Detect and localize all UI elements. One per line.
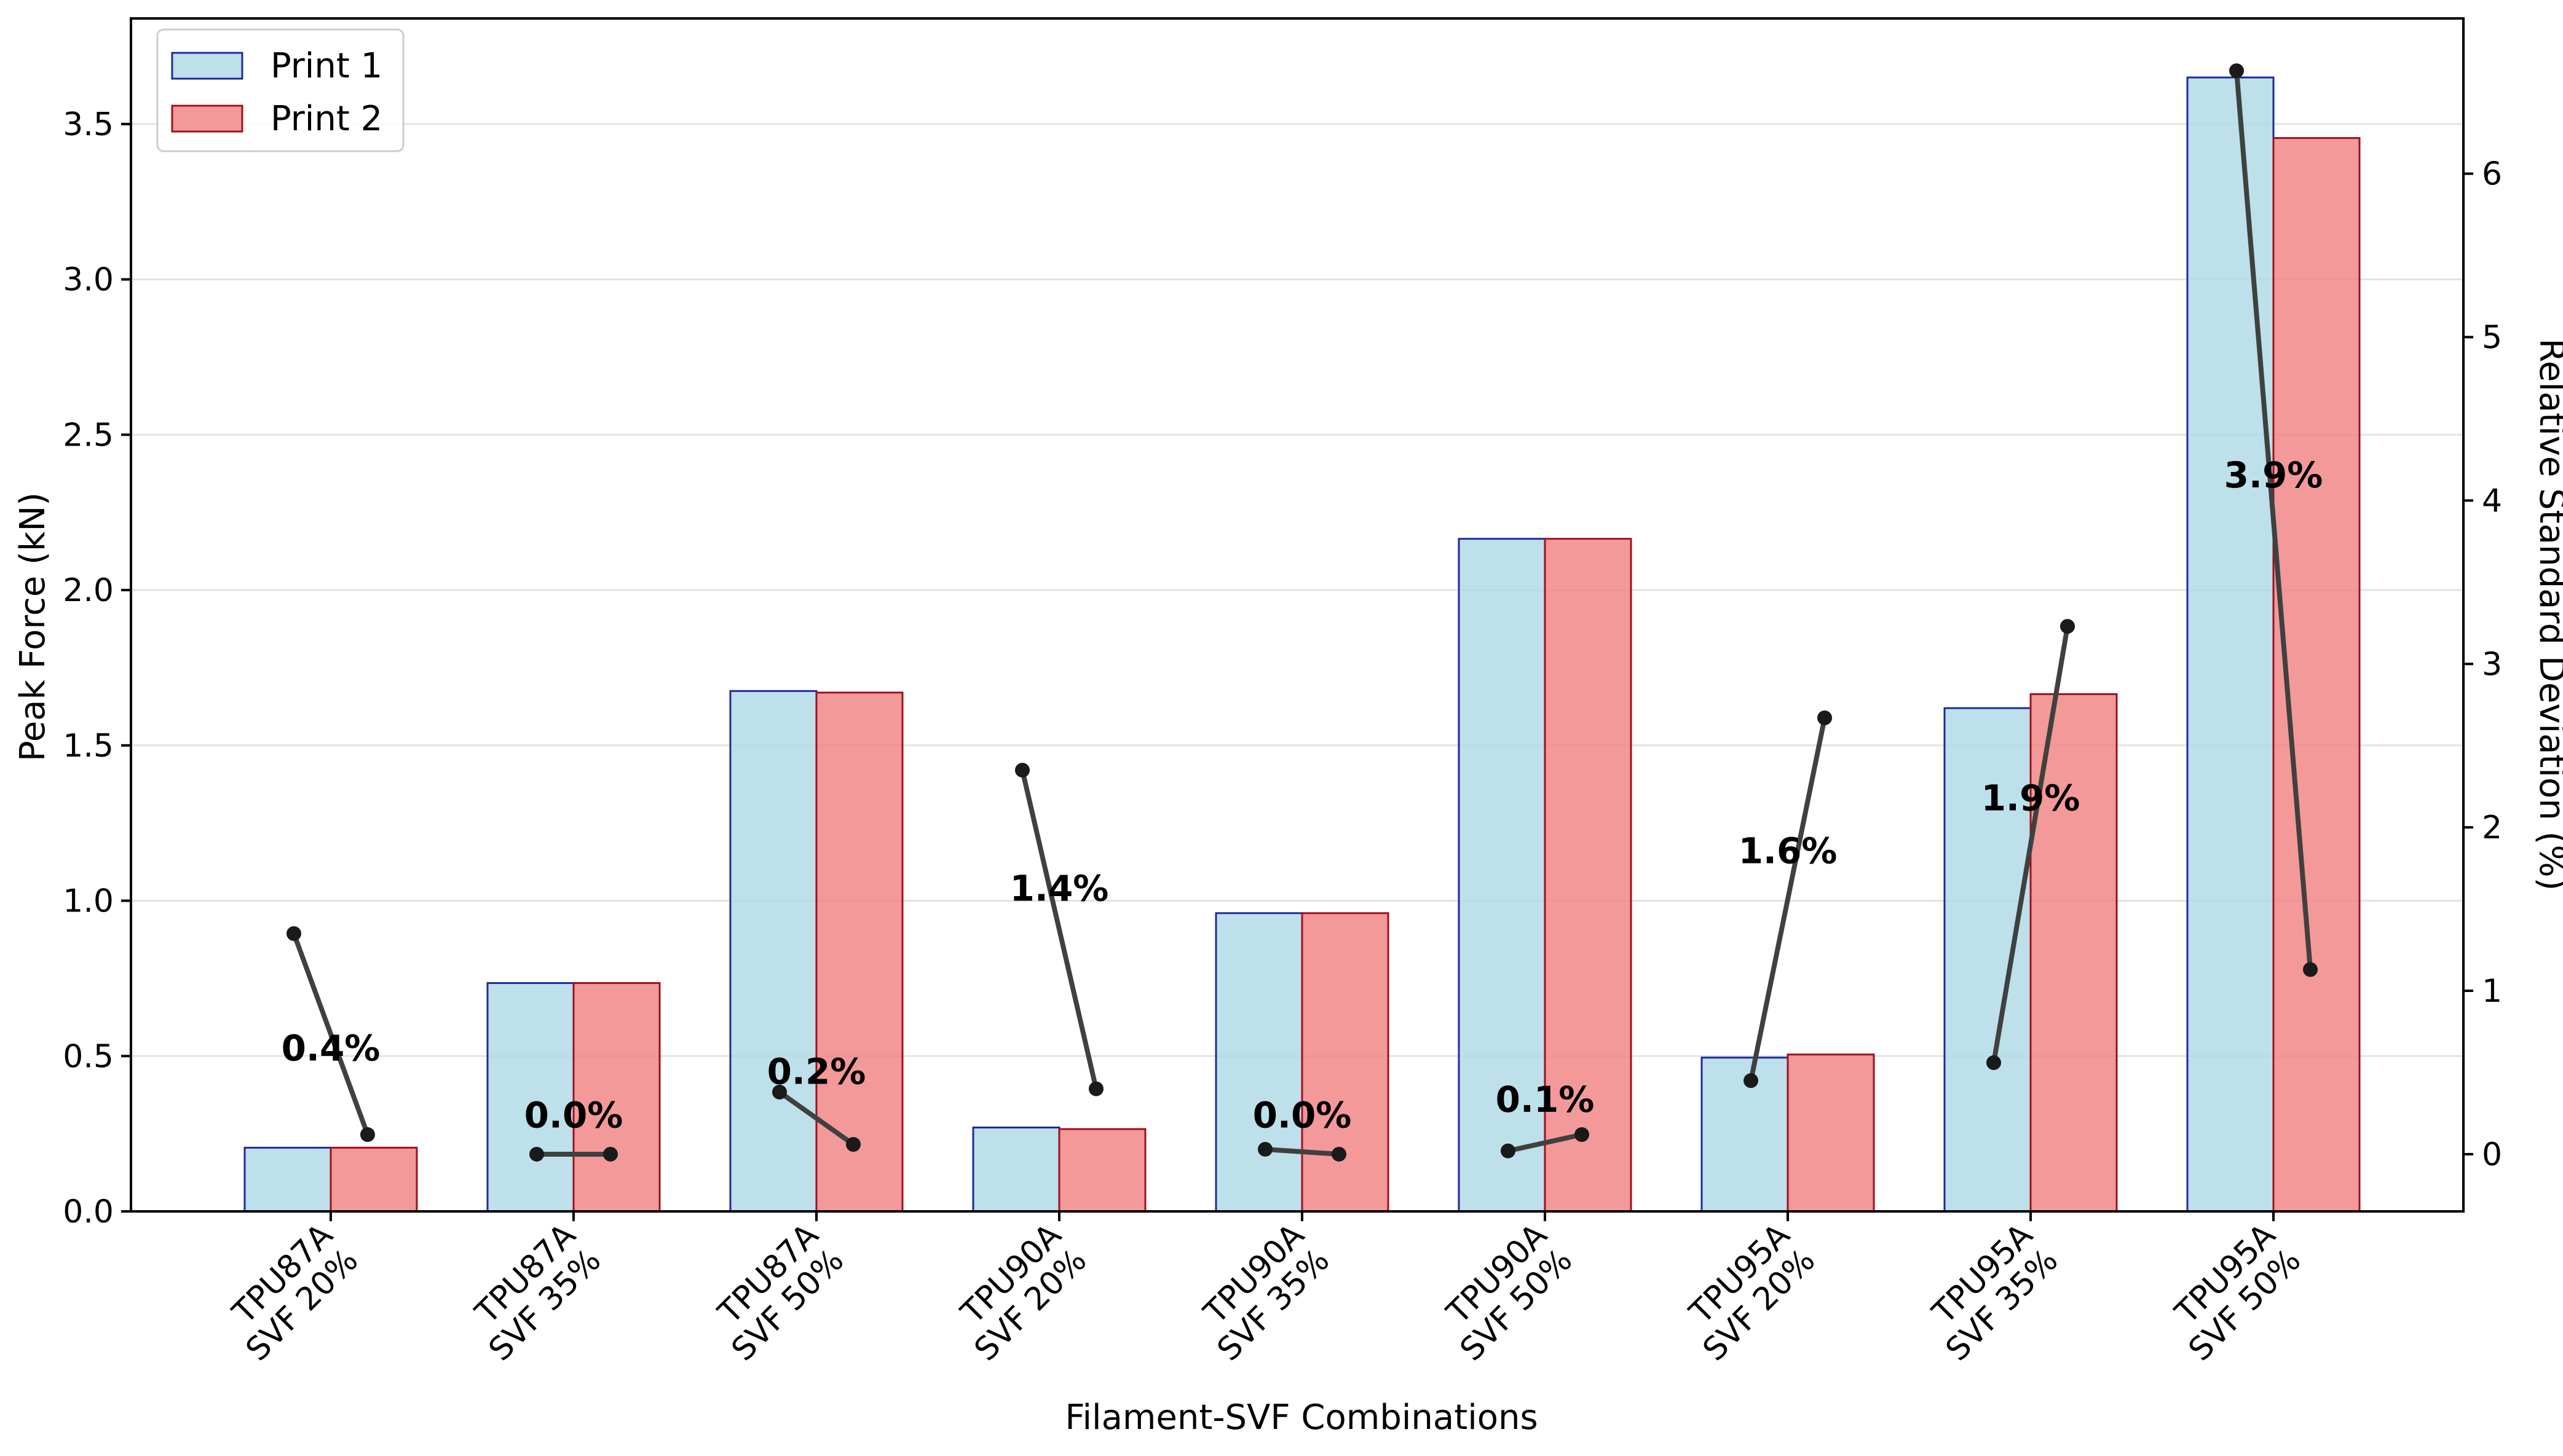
y2-axis-title: Relative Standard Deviation (%) xyxy=(2532,339,2563,891)
legend-swatch-print-1 xyxy=(171,52,243,80)
y2-tick-label: 4 xyxy=(2482,482,2502,519)
rsd-marker xyxy=(1986,1055,2001,1071)
bar-print-2 xyxy=(1787,1053,1875,1213)
bar-print-2 xyxy=(330,1146,418,1213)
bar-print-2 xyxy=(1058,1128,1147,1213)
rsd-label: 1.6% xyxy=(1739,830,1838,872)
rsd-line xyxy=(1265,1146,1340,1157)
rsd-label: 1.4% xyxy=(1010,867,1109,909)
bar-print-1 xyxy=(972,1127,1060,1213)
rsd-marker xyxy=(1574,1127,1589,1143)
legend-label-print-1: Print 1 xyxy=(271,46,382,86)
bar-print-1 xyxy=(2186,76,2275,1213)
y2-tick-label: 6 xyxy=(2482,156,2502,193)
bar-print-2 xyxy=(815,691,904,1213)
y2-tick-label: 1 xyxy=(2482,973,2502,1010)
rsd-label: 1.9% xyxy=(1981,777,2080,819)
rsd-marker xyxy=(360,1127,375,1143)
y-tick-label: 1.0 xyxy=(63,883,114,920)
rsd-line xyxy=(1507,1132,1582,1154)
rsd-line xyxy=(778,1090,855,1147)
bar-print-2 xyxy=(1301,912,1389,1213)
rsd-marker xyxy=(529,1146,544,1162)
rsd-marker xyxy=(1332,1146,1346,1162)
y-tick-label: 3.5 xyxy=(63,106,114,143)
rsd-marker xyxy=(603,1146,618,1162)
rsd-line xyxy=(1748,717,1827,1082)
rsd-line xyxy=(291,932,370,1136)
y-axis-title: Peak Force (kN) xyxy=(13,492,53,761)
y-tick-label: 2.5 xyxy=(63,417,114,454)
rsd-marker xyxy=(1089,1081,1104,1096)
rsd-marker xyxy=(1817,710,1832,726)
y2-tick-label: 5 xyxy=(2482,319,2502,356)
rsd-marker xyxy=(1501,1143,1515,1159)
rsd-labels: 0.4% 0.0% 0.2% 1.4% 0.0% 0.1% 1.6% 1.9% 3.9% xyxy=(282,454,2323,1136)
rsd-marker xyxy=(2303,962,2318,977)
rsd-marker xyxy=(846,1136,861,1152)
rsd-label: 0.0% xyxy=(524,1094,623,1136)
y2-tick-label: 3 xyxy=(2482,646,2502,683)
rsd-label: 0.4% xyxy=(282,1028,381,1069)
x-axis-title: Filament-SVF Combinations xyxy=(1065,1398,1538,1438)
y2-tick-label: 0 xyxy=(2482,1136,2502,1173)
rsd-marker xyxy=(772,1084,787,1100)
bar-print-1 xyxy=(1943,707,2032,1213)
rsd-label: 0.1% xyxy=(1496,1079,1595,1120)
bars xyxy=(243,76,2361,1213)
y-tick-label: 3.0 xyxy=(63,262,114,299)
rsd-line xyxy=(2234,70,2313,970)
legend-swatch-print-2 xyxy=(171,104,243,133)
rsd-marker xyxy=(2060,619,2075,634)
bar-print-1 xyxy=(1458,538,1546,1213)
bar-print-1 xyxy=(243,1146,332,1213)
legend-label-print-2: Print 2 xyxy=(271,99,382,139)
y-tick-label: 0.5 xyxy=(63,1038,114,1075)
rsd-label: 0.2% xyxy=(767,1051,866,1093)
rsd-marker xyxy=(1258,1141,1273,1157)
bar-print-2 xyxy=(572,982,661,1213)
bar-print-1 xyxy=(1215,912,1303,1213)
rsd-line xyxy=(1991,626,2070,1063)
bar-print-1 xyxy=(729,690,818,1213)
y-tick-label: 2.0 xyxy=(63,572,114,609)
legend: Print 1 Print 2 xyxy=(156,28,405,152)
rsd-line xyxy=(1020,769,1099,1090)
gridlines xyxy=(131,123,2463,1057)
rsd-marker xyxy=(1744,1073,1758,1088)
y-tick-label: 0.0 xyxy=(63,1194,114,1230)
rsd-marker xyxy=(1015,763,1030,778)
rsd-lines xyxy=(286,63,2318,1162)
y-tick-label: 1.5 xyxy=(63,728,114,765)
rsd-marker xyxy=(286,926,301,941)
rsd-label: 3.9% xyxy=(2224,454,2323,496)
bar-print-2 xyxy=(2029,693,2118,1213)
y2-tick-label: 2 xyxy=(2482,809,2502,846)
rsd-label: 0.0% xyxy=(1253,1094,1352,1136)
plot-frame xyxy=(130,17,2465,1213)
bar-print-2 xyxy=(1544,538,1632,1213)
rsd-marker xyxy=(2229,63,2244,79)
